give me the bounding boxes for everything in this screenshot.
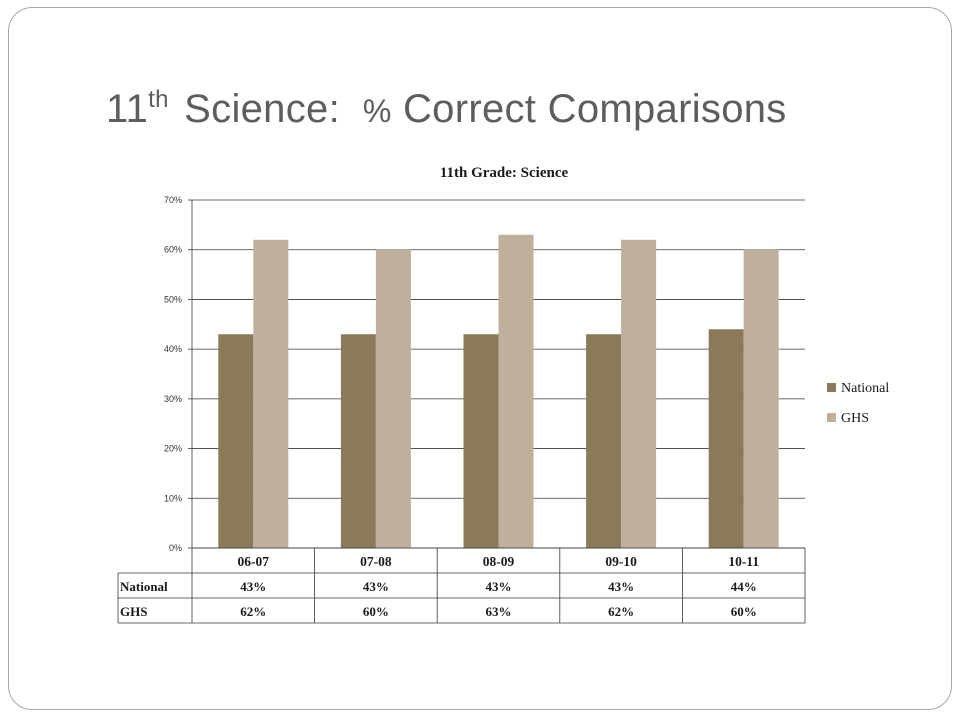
table-value: 43% <box>608 579 634 594</box>
legend-swatch-ghs <box>827 413 836 422</box>
title-main: 11 <box>106 87 149 131</box>
bar-national-09-10 <box>586 334 622 548</box>
table-value: 60% <box>363 604 389 619</box>
bar-national-06-07 <box>218 334 254 548</box>
bar-ghs-09-10 <box>621 239 657 548</box>
table-value: 43% <box>363 579 389 594</box>
table-category-label: 08-09 <box>483 554 515 569</box>
title-superscript: th <box>148 86 169 113</box>
table-value: 43% <box>486 579 512 594</box>
bar-ghs-06-07 <box>253 239 289 548</box>
table-value: 44% <box>731 579 757 594</box>
table-series-label: National <box>120 579 168 594</box>
slide-title: 11th Science: % Correct Comparisons <box>106 86 787 132</box>
table-category-label: 10-11 <box>728 554 759 569</box>
legend-label-ghs: GHS <box>841 411 869 426</box>
y-tick-label: 10% <box>164 493 182 503</box>
bar-ghs-08-09 <box>498 234 534 549</box>
title-percent: % <box>362 93 392 129</box>
y-tick-label: 30% <box>164 394 182 404</box>
chart-title: 11th Grade: Science <box>440 165 569 181</box>
title-rest-2: Correct Comparisons <box>391 87 787 131</box>
table-category-label: 06-07 <box>238 554 270 569</box>
y-tick-label: 60% <box>164 245 182 255</box>
table-value: 60% <box>731 604 757 619</box>
bar-national-07-08 <box>340 334 376 548</box>
bar-national-10-11 <box>708 329 744 548</box>
legend-swatch-national <box>827 383 836 392</box>
title-rest-1: Science: <box>172 87 363 131</box>
y-tick-label: 50% <box>164 294 182 304</box>
table-category-label: 09-10 <box>605 554 637 569</box>
y-tick-label: 0% <box>169 543 182 553</box>
table-value: 43% <box>240 579 266 594</box>
legend-label-national: National <box>841 381 889 396</box>
table-value: 63% <box>486 604 512 619</box>
y-tick-label: 20% <box>164 444 182 454</box>
table-series-label: GHS <box>120 604 147 619</box>
y-tick-label: 40% <box>164 344 182 354</box>
bar-ghs-10-11 <box>743 249 779 548</box>
table-value: 62% <box>608 604 634 619</box>
table-category-label: 07-08 <box>360 554 392 569</box>
y-tick-label: 70% <box>164 195 182 205</box>
bar-ghs-07-08 <box>375 249 411 548</box>
bar-national-08-09 <box>463 334 499 548</box>
table-value: 62% <box>240 604 266 619</box>
